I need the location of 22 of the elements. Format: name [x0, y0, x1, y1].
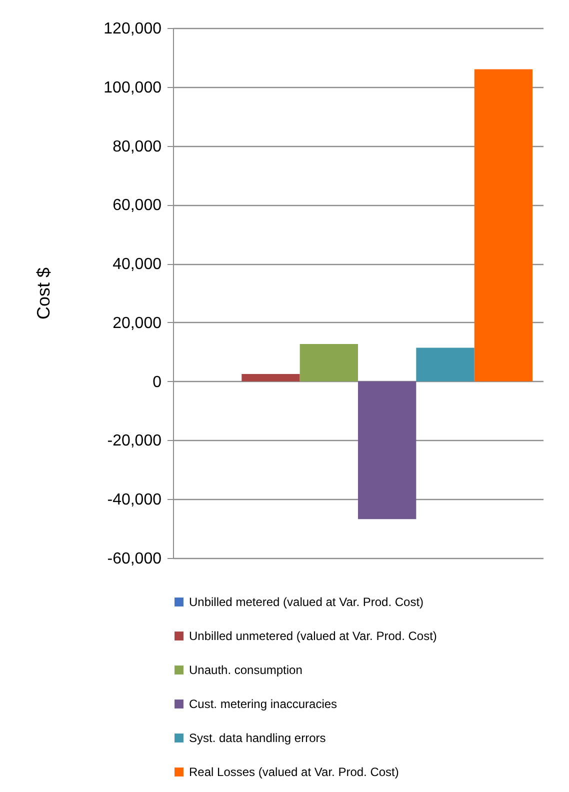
- y-axis-title: Cost $: [34, 267, 54, 320]
- y-tick-label: 20,000: [112, 314, 162, 332]
- y-tick-label: 40,000: [112, 256, 162, 274]
- y-tick-label: -60,000: [107, 550, 162, 568]
- y-tick-label: 100,000: [104, 79, 162, 96]
- bar: [358, 381, 416, 520]
- bar: [300, 344, 358, 382]
- y-tick-label: 120,000: [104, 20, 162, 38]
- legend-label: Unauth. consumption: [189, 663, 302, 677]
- y-tick-label: 80,000: [112, 138, 162, 156]
- legend-label: Real Losses (valued at Var. Prod. Cost): [189, 765, 399, 779]
- legend-label: Unbilled unmetered (valued at Var. Prod. Cost): [189, 629, 437, 643]
- y-tick-label: 60,000: [112, 197, 162, 214]
- bar: [416, 348, 474, 382]
- y-tick-label: -40,000: [107, 492, 162, 509]
- y-tick-label: 0: [152, 374, 162, 391]
- legend-label: Unbilled metered (valued at Var. Prod. Cost): [189, 595, 424, 609]
- bar: [242, 374, 300, 382]
- legend-label: Syst. data handling errors: [189, 731, 326, 745]
- legend-label: Cust. metering inaccuracies: [189, 697, 338, 711]
- bar: [474, 69, 533, 382]
- y-tick-label: -20,000: [107, 432, 162, 450]
